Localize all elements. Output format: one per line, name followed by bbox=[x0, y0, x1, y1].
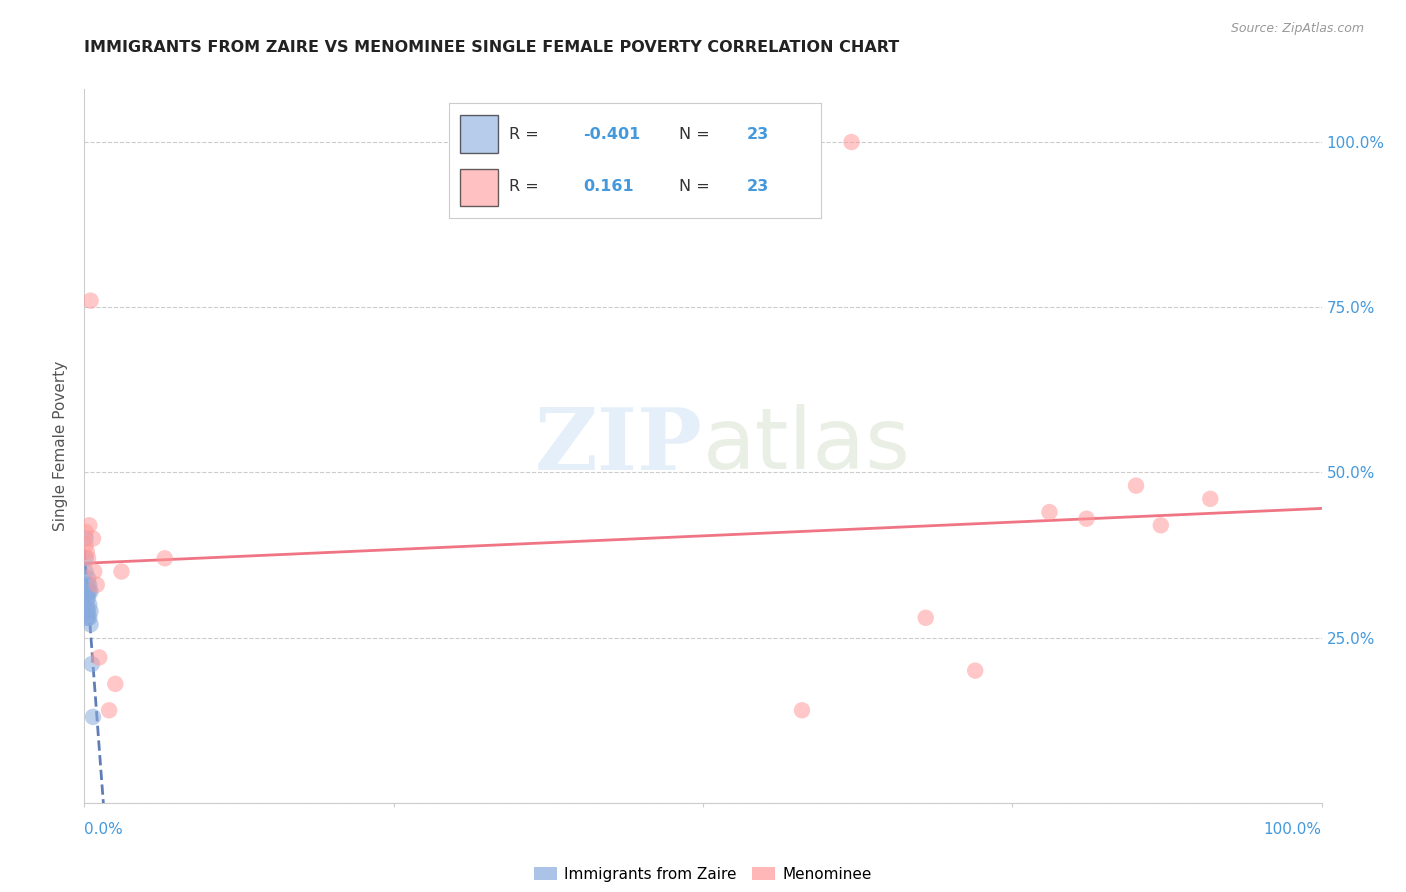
Point bbox=[75, 532, 97, 546]
Point bbox=[77, 551, 100, 566]
Point bbox=[153, 551, 176, 566]
Point bbox=[1038, 505, 1060, 519]
Point bbox=[79, 578, 101, 592]
Point bbox=[79, 617, 101, 632]
Point bbox=[75, 538, 97, 552]
Point bbox=[80, 657, 103, 671]
Point bbox=[76, 584, 98, 599]
Point bbox=[77, 604, 100, 618]
Point bbox=[82, 710, 104, 724]
Point bbox=[82, 532, 104, 546]
Text: 0.0%: 0.0% bbox=[84, 822, 124, 837]
Point bbox=[79, 611, 101, 625]
Text: IMMIGRANTS FROM ZAIRE VS MENOMINEE SINGLE FEMALE POVERTY CORRELATION CHART: IMMIGRANTS FROM ZAIRE VS MENOMINEE SINGL… bbox=[84, 40, 900, 55]
Point bbox=[77, 591, 100, 605]
Point bbox=[79, 584, 101, 599]
Point bbox=[79, 518, 101, 533]
Legend: Immigrants from Zaire, Menominee: Immigrants from Zaire, Menominee bbox=[527, 861, 879, 888]
Text: 100.0%: 100.0% bbox=[1264, 822, 1322, 837]
Y-axis label: Single Female Poverty: Single Female Poverty bbox=[53, 361, 69, 531]
Point bbox=[77, 611, 100, 625]
Point bbox=[790, 703, 813, 717]
Point bbox=[77, 584, 100, 599]
Point bbox=[76, 598, 98, 612]
Point bbox=[1199, 491, 1222, 506]
Point bbox=[75, 565, 97, 579]
Point bbox=[79, 293, 101, 308]
Point bbox=[77, 578, 100, 592]
Point bbox=[77, 571, 100, 585]
Point bbox=[1125, 478, 1147, 492]
Point bbox=[110, 565, 132, 579]
Point bbox=[1150, 518, 1173, 533]
Point bbox=[98, 703, 121, 717]
Point bbox=[79, 598, 101, 612]
Point bbox=[76, 604, 98, 618]
Text: Source: ZipAtlas.com: Source: ZipAtlas.com bbox=[1230, 22, 1364, 36]
Point bbox=[965, 664, 987, 678]
Point bbox=[75, 524, 97, 539]
Point bbox=[76, 545, 98, 559]
Point bbox=[83, 565, 105, 579]
Point bbox=[79, 604, 101, 618]
Text: atlas: atlas bbox=[703, 404, 911, 488]
Text: ZIP: ZIP bbox=[536, 404, 703, 488]
Point bbox=[75, 551, 97, 566]
Point bbox=[104, 677, 127, 691]
Point bbox=[841, 135, 863, 149]
Point bbox=[914, 611, 936, 625]
Point bbox=[86, 578, 108, 592]
Point bbox=[1076, 511, 1098, 525]
Point bbox=[76, 591, 98, 605]
Point bbox=[76, 611, 98, 625]
Point bbox=[89, 650, 111, 665]
Point bbox=[79, 584, 101, 599]
